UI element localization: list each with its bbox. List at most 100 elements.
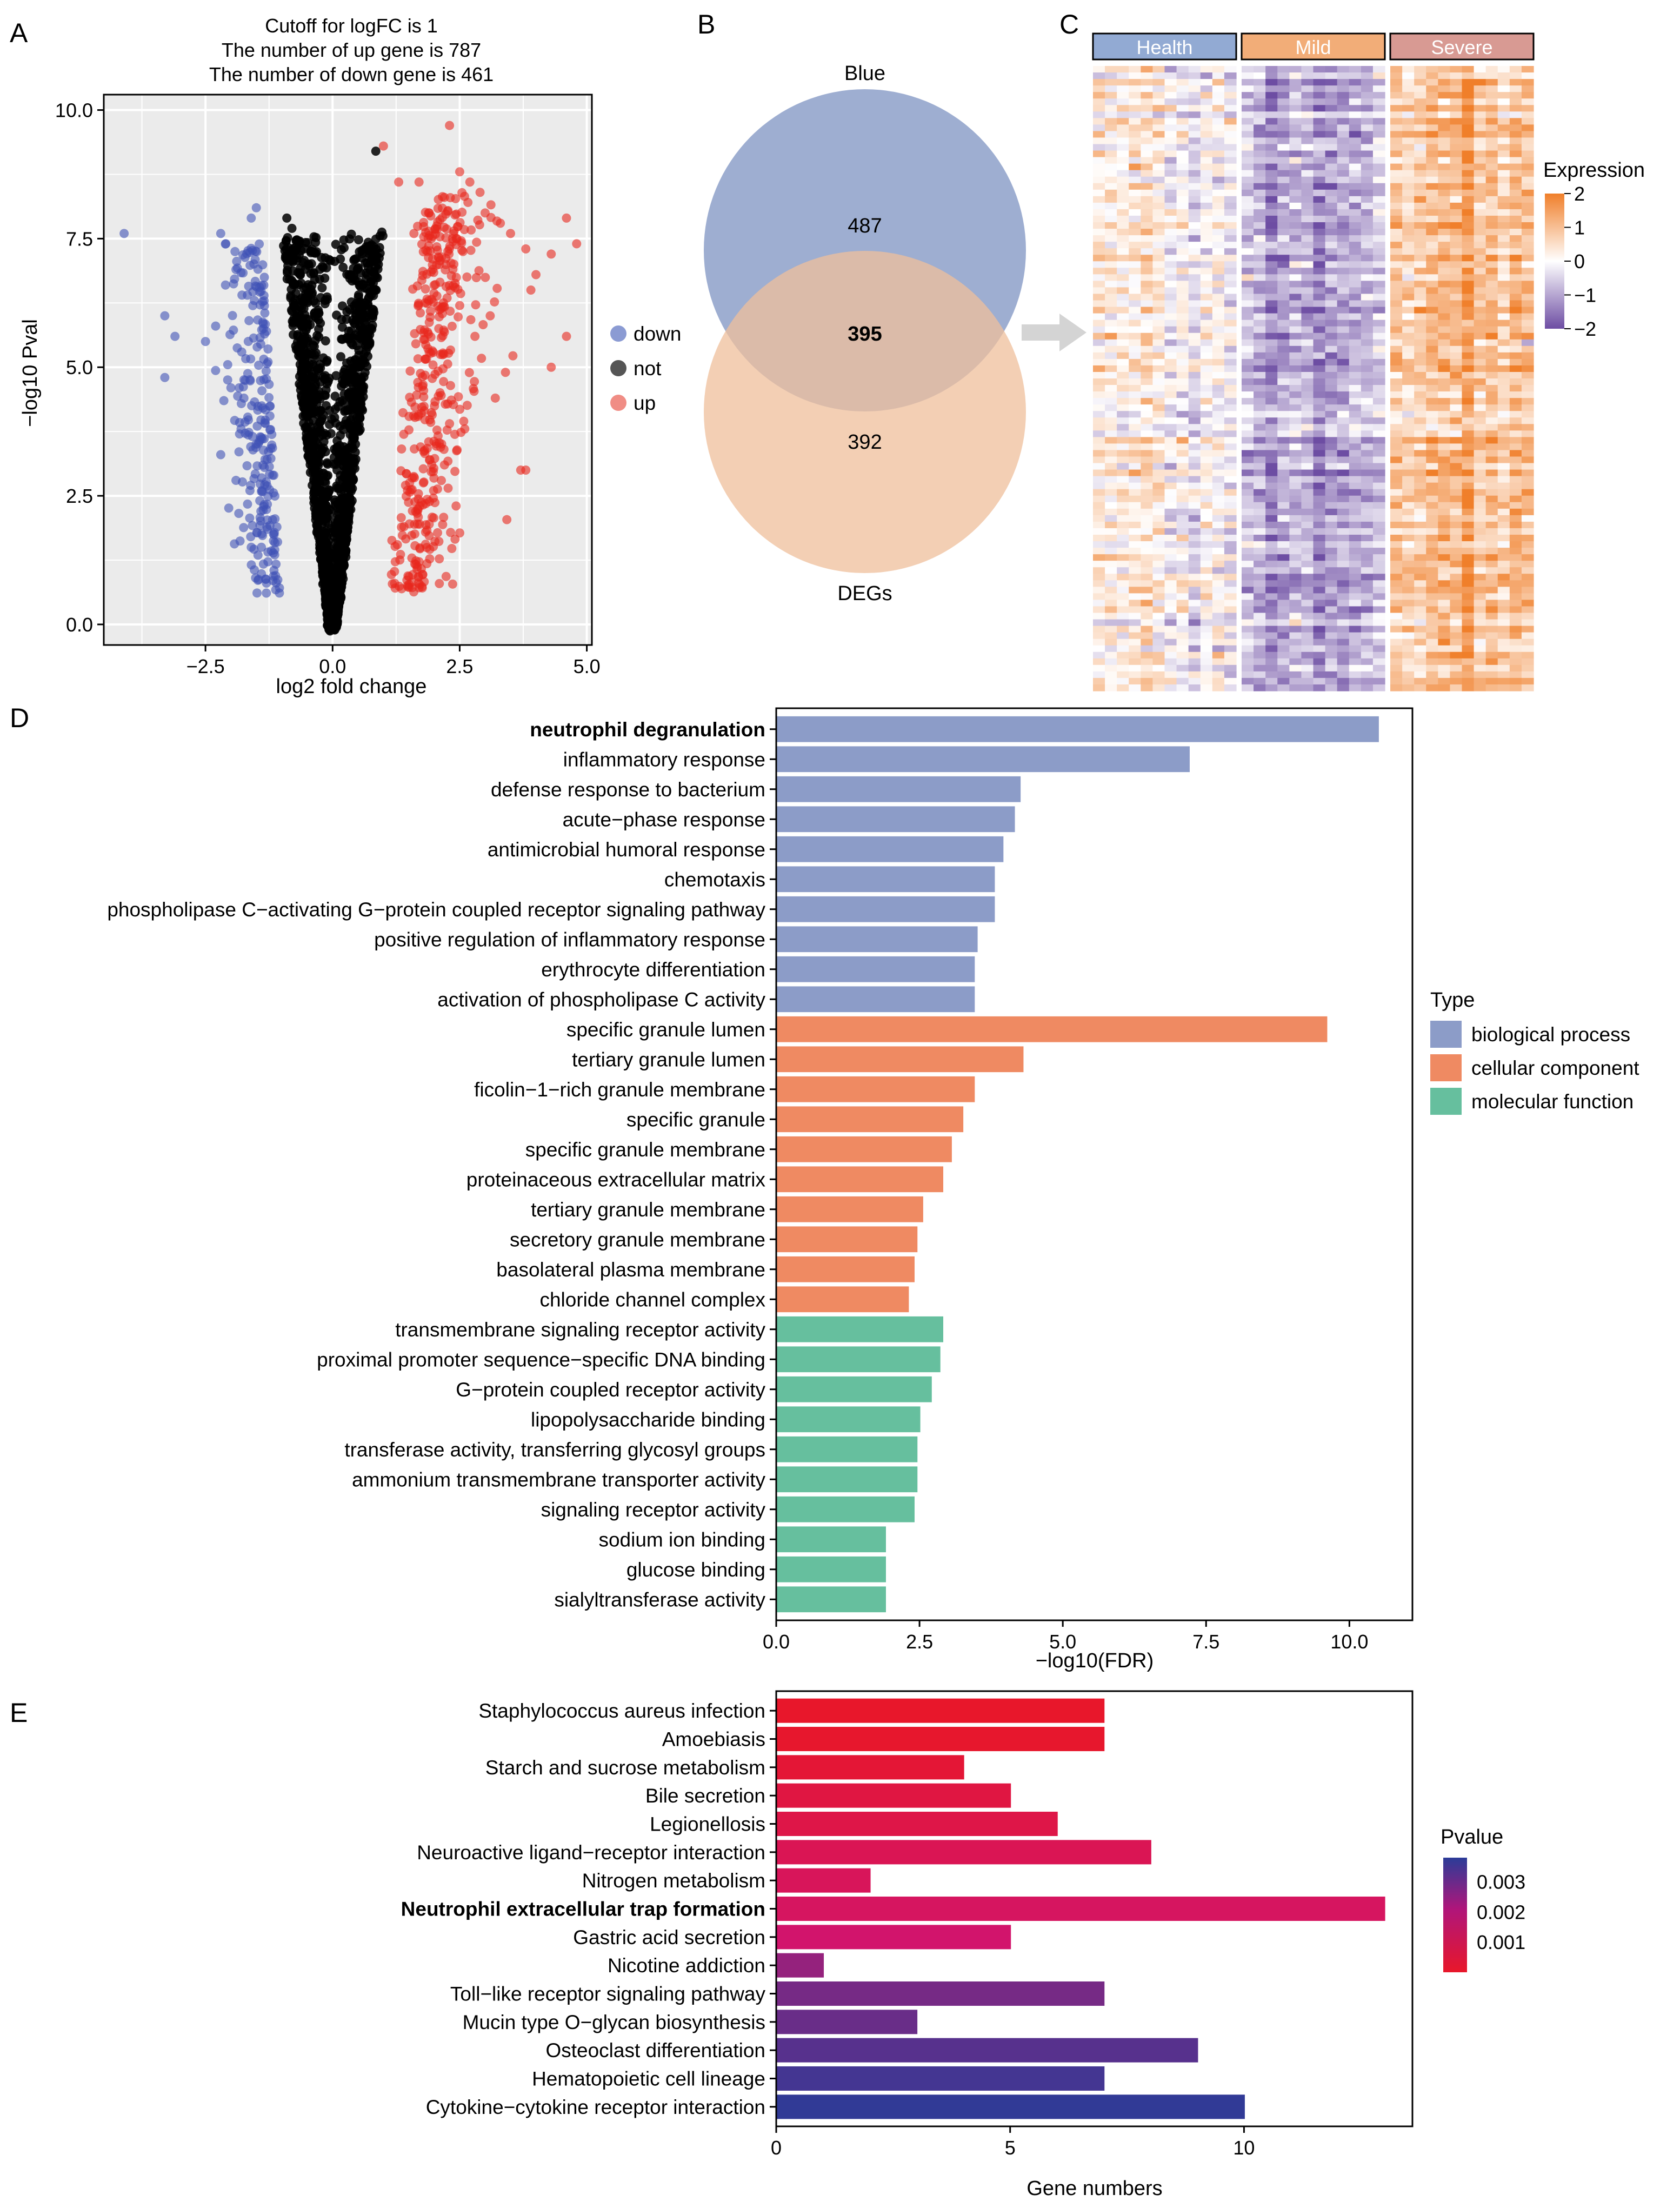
heatmap-cell [1450, 170, 1463, 177]
heatmap-cell [1289, 411, 1302, 418]
heatmap-cell [1325, 528, 1338, 535]
heatmap-cell [1164, 163, 1177, 171]
heatmap-cell [1372, 313, 1385, 321]
heatmap-cell [1325, 574, 1338, 581]
volcano-point-not [316, 531, 325, 541]
heatmap-cell [1361, 92, 1374, 99]
heatmap-cell [1509, 105, 1522, 112]
volcano-point-up [562, 213, 571, 223]
heatmap-cell [1224, 345, 1237, 353]
heatmap-cell [1093, 378, 1105, 385]
volcano-point-down [216, 450, 225, 460]
heatmap-cell [1129, 398, 1141, 405]
heatmap-cell [1485, 144, 1498, 151]
heatmap-cell [1361, 535, 1374, 542]
volcano-point-not [296, 342, 306, 351]
heatmap-cell [1361, 183, 1374, 190]
heatmap-cell [1289, 671, 1302, 679]
heatmap-cell [1224, 85, 1237, 92]
heatmap-cell [1313, 163, 1326, 171]
heatmap-cell [1093, 574, 1105, 581]
heatmap-cell [1164, 417, 1177, 424]
heatmap-cell [1361, 554, 1374, 561]
heatmap-cell [1337, 358, 1350, 366]
heatmap-cell [1200, 137, 1213, 145]
heatmap-cell [1105, 281, 1117, 288]
heatmap-cell [1105, 398, 1117, 405]
volcano-point-down [211, 321, 221, 331]
heatmap-cell [1265, 85, 1278, 92]
volcano-point-not [318, 579, 328, 589]
heatmap-cell [1200, 332, 1213, 340]
heatmap-cell [1313, 66, 1326, 73]
heatmap-cell [1361, 521, 1374, 529]
heatmap-cell [1289, 313, 1302, 321]
heatmap-cell [1497, 255, 1510, 262]
heatmap-cell [1242, 339, 1254, 347]
heatmap-cell [1485, 111, 1498, 118]
heatmap-cell [1349, 79, 1362, 86]
heatmap-cell [1462, 92, 1475, 99]
heatmap-cell [1402, 170, 1415, 177]
heatmap-cell [1390, 79, 1403, 86]
heatmap-cell [1265, 170, 1278, 177]
heatmap-cell [1337, 508, 1350, 516]
heatmap-cell [1200, 189, 1213, 197]
heatmap-cell [1242, 255, 1254, 262]
heatmap-cell [1474, 66, 1486, 73]
heatmap-cell [1141, 664, 1154, 672]
volcano-point-up [474, 266, 484, 276]
heatmap-cell [1129, 528, 1141, 535]
heatmap-cell [1200, 561, 1213, 568]
volcano-point-not [355, 412, 365, 422]
volcano-point-not [348, 396, 358, 406]
heatmap-cell [1313, 137, 1326, 145]
heatmap-cell [1242, 417, 1254, 424]
heatmap-cell [1129, 482, 1141, 490]
heatmap-cell [1521, 66, 1534, 73]
heatmap-cell [1462, 281, 1475, 288]
heatmap-cell [1337, 215, 1350, 223]
heatmap-cell [1254, 632, 1266, 640]
heatmap-cell [1212, 137, 1225, 145]
heatmap-cell [1164, 105, 1177, 112]
heatmap-cell [1325, 215, 1338, 223]
heatmap-cell [1093, 482, 1105, 490]
heatmap-cell [1224, 554, 1237, 561]
heatmap-cell [1325, 463, 1338, 470]
heatmap-cell [1254, 541, 1266, 548]
heatmap-cell [1372, 404, 1385, 411]
heatmap-cell [1105, 85, 1117, 92]
heatmap-cell [1372, 567, 1385, 574]
heatmap-cell [1289, 202, 1302, 210]
heatmap-cell [1176, 600, 1189, 607]
heatmap-cell [1277, 326, 1290, 334]
heatmap-cell [1289, 242, 1302, 249]
heatmap-cell [1093, 307, 1105, 314]
heatmap-cell [1289, 613, 1302, 620]
volcano-point-not [310, 456, 319, 466]
volcano-point-up [396, 513, 406, 523]
heatmap-cell [1313, 404, 1326, 411]
heatmap-cell [1093, 645, 1105, 653]
volcano-point-down [246, 213, 256, 223]
heatmap-cell [1497, 242, 1510, 249]
heatmap-cell [1224, 261, 1237, 268]
heatmap-cell [1414, 183, 1426, 190]
heatmap-cell [1462, 111, 1475, 118]
heatmap-cell [1349, 508, 1362, 516]
heatmap-cell [1325, 658, 1338, 666]
heatmap-cell [1117, 398, 1129, 405]
heatmap-cell [1450, 209, 1463, 216]
heatmap-cell [1242, 345, 1254, 353]
volcano-point-down [229, 279, 238, 289]
heatmap-cell [1265, 508, 1278, 516]
heatmap-cell [1212, 274, 1225, 281]
heatmap-cell [1265, 332, 1278, 340]
heatmap-cell [1509, 209, 1522, 216]
heatmap-cell [1313, 235, 1326, 242]
volcano-point-down [262, 504, 271, 514]
heatmap-cell [1325, 235, 1338, 242]
heatmap-cell [1521, 215, 1534, 223]
heatmap-cell [1361, 651, 1374, 659]
